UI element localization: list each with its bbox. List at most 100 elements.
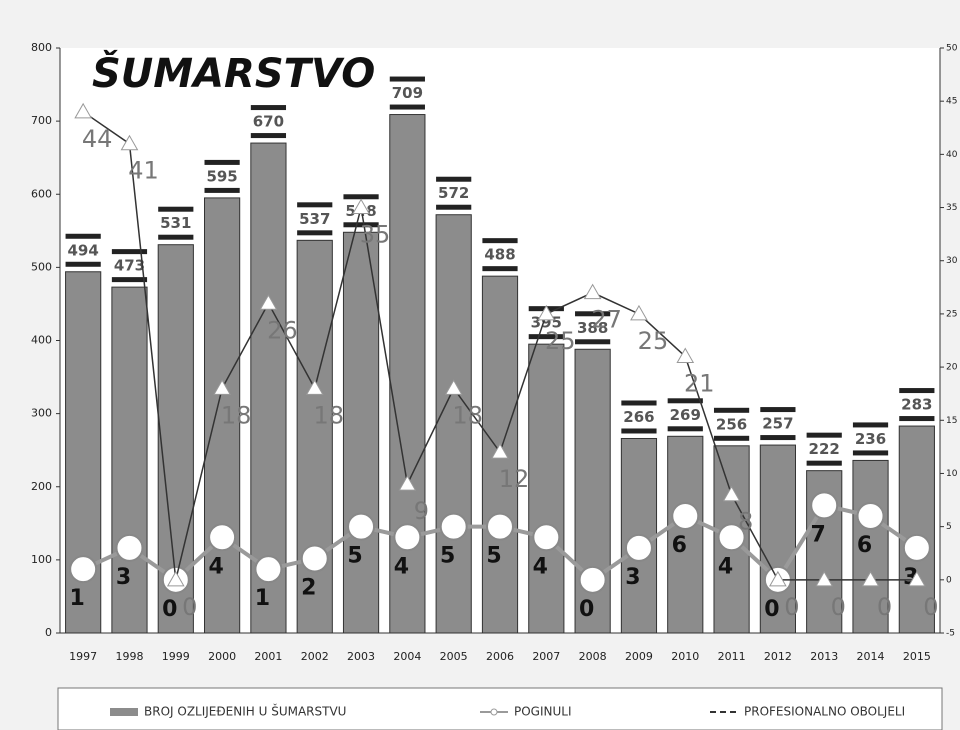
circle-marker — [671, 502, 700, 530]
bar — [667, 435, 704, 634]
circle-value-label: 3 — [116, 565, 131, 590]
y-tick-label: 600 — [31, 187, 52, 200]
circle-marker — [578, 565, 607, 594]
triangle-marker — [907, 570, 926, 587]
bar-label-cap — [621, 400, 657, 406]
bar-label-cap — [204, 159, 240, 165]
y-tick-label: 700 — [31, 114, 52, 127]
chart-title: ŠUMARSTVO — [92, 48, 375, 97]
circle-value-label: 6 — [857, 533, 872, 558]
triangle-marker — [815, 570, 834, 587]
x-tick-label: 2010 — [671, 650, 699, 663]
bar-label-cap — [389, 76, 425, 82]
bar-label-base — [482, 266, 518, 272]
circle-value-label: 5 — [440, 544, 455, 569]
circle-marker — [115, 533, 144, 562]
circle-marker — [439, 512, 468, 541]
bar-label-base — [158, 234, 194, 240]
triangle-marker — [630, 304, 648, 321]
y2-tick-label: 15 — [946, 416, 957, 426]
x-tick-label: 2006 — [486, 650, 514, 663]
legend-swatch — [110, 708, 138, 716]
bar-label-base — [575, 339, 611, 345]
y2-tick-label: 50 — [946, 44, 958, 54]
x-tick-label: 2003 — [347, 650, 375, 663]
bar-value-label: 531 — [160, 214, 191, 232]
triangle-marker — [259, 294, 278, 310]
bar-value-label: 494 — [68, 241, 99, 259]
triangle-value-label: 18 — [313, 401, 344, 429]
bar-value-label: 395 — [531, 314, 562, 332]
bar-label-cap — [713, 407, 750, 413]
circle-value-label: 3 — [625, 565, 640, 590]
circle-marker — [810, 491, 839, 520]
legend-marker — [490, 708, 498, 716]
circle-value-label: 0 — [579, 597, 594, 622]
y-tick-label: 400 — [31, 334, 52, 347]
bar-label-cap — [250, 105, 287, 111]
bar-value-label: 269 — [670, 406, 701, 424]
triangle-value-label: 0 — [831, 593, 846, 621]
triangle-value-label: 35 — [360, 221, 391, 249]
x-tick-label: 2013 — [810, 650, 838, 663]
circle-marker — [856, 502, 885, 530]
triangle-value-label: 0 — [877, 593, 892, 621]
legend-label: POGINULI — [514, 705, 572, 719]
bar-label-base — [436, 204, 472, 210]
x-tick-label: 2011 — [718, 650, 746, 663]
circle-marker — [902, 533, 931, 562]
bar-label-cap — [806, 432, 842, 438]
bar-value-label: 572 — [438, 184, 469, 202]
bar-label-base — [713, 435, 750, 441]
circle-value-label: 4 — [394, 554, 409, 579]
bar-value-label: 488 — [484, 246, 515, 264]
circle-marker — [624, 533, 653, 562]
circle-marker — [208, 523, 237, 552]
x-tick-label: 2000 — [208, 650, 236, 663]
y2-tick-label: 30 — [946, 256, 958, 266]
bar-value-label: 388 — [577, 319, 608, 337]
x-tick-label: 1998 — [115, 650, 143, 663]
triangle-marker — [583, 283, 602, 300]
circle-value-label: 4 — [533, 554, 548, 579]
triangle-marker — [305, 379, 324, 395]
bar — [759, 444, 796, 634]
triangle-marker — [722, 485, 741, 502]
x-tick-label: 2008 — [579, 650, 607, 663]
bar-label-base — [667, 426, 703, 432]
circle-value-label: 0 — [764, 597, 779, 622]
triangle-value-label: 0 — [182, 593, 197, 621]
x-tick-label: 2015 — [903, 650, 931, 663]
bar-label-cap — [482, 238, 518, 244]
bar-value-label: 236 — [855, 430, 886, 448]
x-tick-label: 2012 — [764, 650, 792, 663]
circle-value-label: 7 — [811, 522, 826, 547]
circle-value-label: 6 — [672, 533, 687, 558]
y2-tick-label: 0 — [946, 575, 952, 585]
bar — [296, 239, 333, 634]
x-tick-label: 2004 — [393, 650, 421, 663]
x-tick-label: 2001 — [254, 650, 282, 663]
legend-box — [57, 687, 943, 730]
bar-value-label: 670 — [253, 113, 284, 131]
triangle-value-label: 25 — [638, 327, 669, 355]
triangle-value-label: 0 — [784, 593, 799, 621]
bar-label-base — [760, 435, 796, 441]
bar-label-cap — [297, 202, 333, 208]
triangle-value-label: 26 — [267, 316, 298, 344]
y2-tick-label: 5 — [946, 522, 952, 532]
circle-marker — [69, 555, 98, 584]
bar-label-base — [297, 230, 333, 236]
triangle-marker — [444, 379, 463, 395]
triangle-marker — [213, 379, 231, 395]
bar-value-label: 257 — [762, 415, 793, 433]
circle-value-label: 5 — [347, 544, 362, 569]
y-tick-label: 800 — [31, 41, 52, 54]
triangle-marker — [861, 570, 880, 587]
circle-value-label: 1 — [255, 586, 270, 611]
bar-value-label: 222 — [809, 440, 840, 458]
circle-marker — [300, 544, 329, 573]
triangle-value-label: 0 — [923, 593, 938, 621]
y2-tick-label: 25 — [946, 309, 957, 319]
